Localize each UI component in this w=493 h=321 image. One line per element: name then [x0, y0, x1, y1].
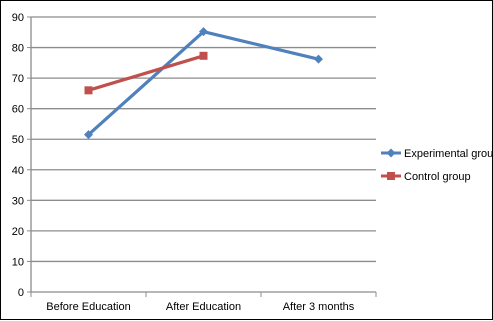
y-tick-label: 0: [18, 287, 24, 299]
legend-label: Control group: [404, 171, 471, 183]
y-tick-label: 80: [12, 43, 24, 55]
legend-item: Experimental group: [381, 148, 493, 160]
legend-marker: [387, 172, 395, 180]
x-tick-label: After 3 months: [283, 301, 355, 313]
y-tick-label: 70: [12, 73, 24, 85]
x-tick-label: Before Education: [46, 301, 130, 313]
gridlines: [31, 16, 376, 263]
legend: Experimental group Control group: [381, 148, 493, 183]
axes: [27, 16, 377, 297]
series-experimental-group: [84, 27, 323, 140]
legend-label: Experimental group: [404, 148, 493, 160]
y-tick-label: 60: [12, 104, 24, 116]
series-line: [88, 54, 204, 92]
x-tick-label: After Education: [166, 301, 241, 313]
data-point: [199, 51, 208, 60]
series-control-group: [84, 51, 208, 95]
y-tick-label: 20: [12, 226, 24, 238]
data-point: [84, 86, 93, 95]
data-point: [199, 27, 208, 37]
y-tick-label: 10: [12, 256, 24, 268]
y-tick-label: 40: [12, 165, 24, 177]
y-tick-label: 90: [12, 12, 24, 24]
y-tick-label: 50: [12, 134, 24, 146]
data-point: [314, 54, 323, 64]
x-tick-labels: Before Education After Education After 3 m…: [46, 301, 354, 313]
y-tick-label: 30: [12, 195, 24, 207]
legend-item: Control group: [381, 171, 471, 183]
y-tick-labels: 0 10 20 30 40 50 60 70 80 90: [12, 12, 24, 299]
data-point: [84, 130, 93, 140]
legend-marker: [386, 148, 396, 158]
series-lines: [84, 27, 323, 140]
